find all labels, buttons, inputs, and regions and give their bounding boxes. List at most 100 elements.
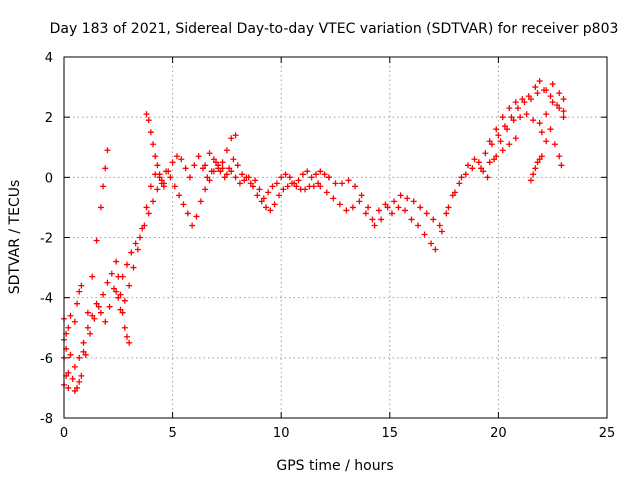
- data-point: [560, 108, 567, 115]
- data-point: [113, 288, 120, 295]
- data-point: [325, 174, 332, 181]
- data-point: [543, 138, 550, 145]
- grid: [64, 57, 607, 418]
- data-point: [547, 126, 554, 133]
- x-tick-label: 10: [273, 426, 290, 441]
- data-point: [217, 168, 224, 175]
- data-point: [273, 180, 280, 187]
- data-point: [100, 291, 107, 298]
- data-point: [339, 180, 346, 187]
- data-point: [395, 204, 402, 211]
- data-point: [345, 177, 352, 184]
- data-point: [145, 210, 152, 217]
- data-point: [536, 78, 543, 85]
- data-point: [493, 126, 500, 133]
- data-point: [484, 174, 491, 181]
- data-point: [519, 96, 526, 103]
- data-point: [554, 102, 561, 109]
- series-track-b: [63, 162, 322, 370]
- data-point: [269, 183, 276, 190]
- data-point: [147, 129, 154, 136]
- series-track-l: [538, 126, 565, 169]
- data-point: [247, 180, 254, 187]
- series-track-a: [61, 153, 332, 391]
- data-point: [523, 111, 530, 118]
- data-point: [176, 192, 183, 199]
- data-point: [195, 153, 202, 160]
- data-point: [126, 339, 133, 346]
- data-point: [202, 162, 209, 169]
- data-point: [121, 324, 128, 331]
- data-point: [508, 114, 515, 121]
- data-point: [252, 177, 259, 184]
- data-point: [206, 150, 213, 157]
- data-point: [141, 222, 148, 229]
- data-point: [421, 231, 428, 238]
- data-point: [67, 312, 74, 319]
- data-point: [145, 117, 152, 124]
- data-point: [551, 141, 558, 148]
- data-point: [213, 159, 220, 166]
- data-point: [276, 192, 283, 199]
- data-point: [527, 177, 534, 184]
- data-point: [532, 84, 539, 91]
- data-point: [432, 246, 439, 253]
- data-point: [210, 156, 217, 163]
- data-point: [458, 174, 465, 181]
- data-point: [271, 201, 278, 208]
- data-point: [71, 363, 78, 370]
- data-point: [69, 375, 76, 382]
- data-point: [445, 204, 452, 211]
- data-point: [143, 111, 150, 118]
- data-point: [202, 186, 209, 193]
- data-point: [397, 192, 404, 199]
- data-point: [206, 177, 213, 184]
- data-point: [117, 291, 124, 298]
- data-point: [191, 162, 198, 169]
- data-point: [280, 186, 287, 193]
- data-point: [115, 273, 122, 280]
- data-point: [284, 183, 291, 190]
- data-point: [517, 114, 524, 121]
- series-track-g: [202, 132, 239, 172]
- data-point: [525, 93, 532, 100]
- data-point: [102, 165, 109, 172]
- x-tick-label: 15: [382, 426, 399, 441]
- data-point: [556, 153, 563, 160]
- data-point: [65, 384, 72, 391]
- data-point: [278, 174, 285, 181]
- data-point: [156, 171, 163, 178]
- data-point: [104, 279, 111, 286]
- data-point: [549, 99, 556, 106]
- data-point: [310, 183, 317, 190]
- x-tick-label: 5: [168, 426, 176, 441]
- data-point: [534, 90, 541, 97]
- data-point: [150, 141, 157, 148]
- series-track-c: [71, 147, 111, 394]
- data-point: [423, 210, 430, 217]
- data-point: [171, 183, 178, 190]
- y-tick-label: 0: [45, 171, 53, 186]
- data-point: [84, 309, 91, 316]
- data-point: [134, 246, 141, 253]
- data-point: [547, 93, 554, 100]
- data-point: [486, 159, 493, 166]
- data-point: [299, 171, 306, 178]
- data-point: [245, 174, 252, 181]
- data-point: [123, 261, 130, 268]
- data-point: [371, 222, 378, 229]
- data-point: [130, 264, 137, 271]
- data-point: [495, 132, 502, 139]
- data-point: [362, 210, 369, 217]
- data-point: [262, 204, 269, 211]
- data-point: [154, 186, 161, 193]
- data-point: [239, 171, 246, 178]
- y-tick-label: -4: [40, 292, 53, 307]
- data-point: [543, 87, 550, 94]
- data-point: [336, 201, 343, 208]
- data-point: [462, 171, 469, 178]
- plot-frame: [63, 56, 608, 419]
- data-point: [80, 339, 87, 346]
- data-point: [556, 105, 563, 112]
- data-point: [536, 156, 543, 163]
